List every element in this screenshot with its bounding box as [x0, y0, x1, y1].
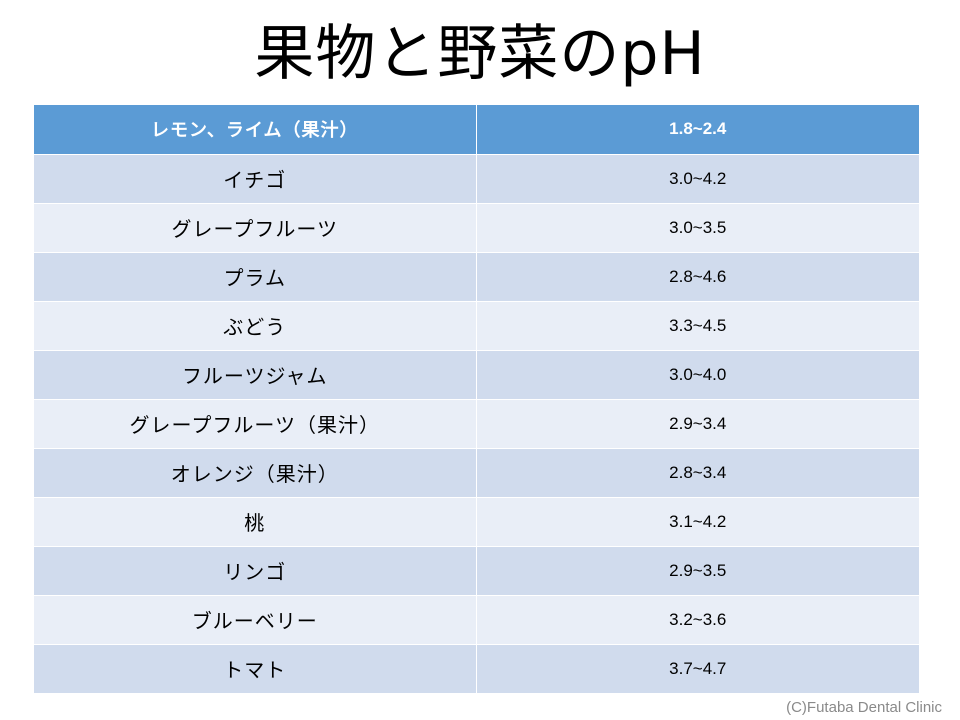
row-name-cell: プラム — [34, 252, 477, 302]
table-row: イチゴ 3.0~4.2 — [34, 154, 919, 204]
copyright-credit: (C)Futaba Dental Clinic — [786, 699, 942, 716]
table-row: トマト 3.7~4.7 — [34, 644, 919, 694]
table-row: フルーツジャム 3.0~4.0 — [34, 350, 919, 400]
table-row: グレープフルーツ 3.0~3.5 — [34, 203, 919, 253]
row-name-cell: トマト — [34, 644, 477, 694]
table-row: オレンジ（果汁） 2.8~3.4 — [34, 448, 919, 498]
row-ph-cell: 3.7~4.7 — [476, 644, 919, 694]
row-name-cell: グレープフルーツ — [34, 203, 477, 253]
table-row: グレープフルーツ（果汁） 2.9~3.4 — [34, 399, 919, 449]
row-ph-cell: 3.2~3.6 — [476, 595, 919, 645]
ph-table: レモン、ライム（果汁） 1.8~2.4 イチゴ 3.0~4.2 グレープフルーツ… — [34, 105, 919, 694]
row-ph-cell: 3.0~3.5 — [476, 203, 919, 253]
row-ph-cell: 2.9~3.4 — [476, 399, 919, 449]
row-name-cell: リンゴ — [34, 546, 477, 596]
row-name-cell: 桃 — [34, 497, 477, 547]
row-ph-cell: 3.0~4.2 — [476, 154, 919, 204]
row-name-cell: オレンジ（果汁） — [34, 448, 477, 498]
table-row: リンゴ 2.9~3.5 — [34, 546, 919, 596]
row-ph-cell: 2.8~4.6 — [476, 252, 919, 302]
header-value-cell: 1.8~2.4 — [476, 105, 919, 155]
table-row: ぶどう 3.3~4.5 — [34, 301, 919, 351]
row-name-cell: イチゴ — [34, 154, 477, 204]
header-name-cell: レモン、ライム（果汁） — [34, 105, 477, 155]
row-ph-cell: 3.3~4.5 — [476, 301, 919, 351]
table-row: プラム 2.8~4.6 — [34, 252, 919, 302]
row-name-cell: ぶどう — [34, 301, 477, 351]
table-header-row: レモン、ライム（果汁） 1.8~2.4 — [34, 105, 919, 155]
row-name-cell: グレープフルーツ（果汁） — [34, 399, 477, 449]
row-ph-cell: 3.0~4.0 — [476, 350, 919, 400]
row-name-cell: フルーツジャム — [34, 350, 477, 400]
row-ph-cell: 2.8~3.4 — [476, 448, 919, 498]
row-ph-cell: 2.9~3.5 — [476, 546, 919, 596]
row-name-cell: ブルーベリー — [34, 595, 477, 645]
row-ph-cell: 3.1~4.2 — [476, 497, 919, 547]
slide-title: 果物と野菜のpH — [254, 19, 706, 89]
table-row: 桃 3.1~4.2 — [34, 497, 919, 547]
table-row: ブルーベリー 3.2~3.6 — [34, 595, 919, 645]
